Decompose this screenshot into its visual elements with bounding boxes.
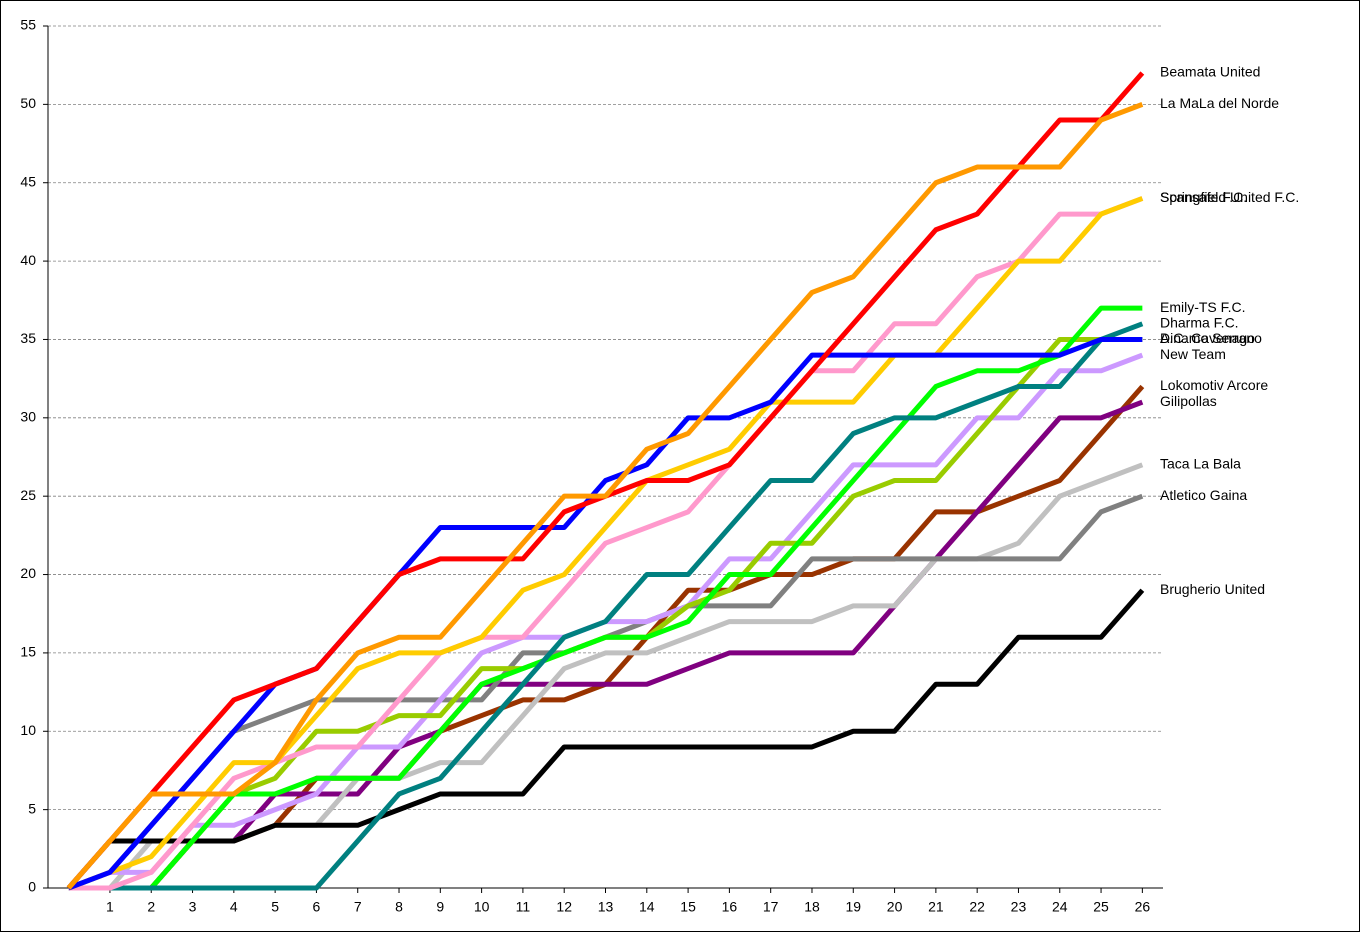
legend-label: Gilipollas bbox=[1160, 393, 1217, 409]
x-tick-label: 18 bbox=[804, 899, 820, 915]
series-line bbox=[66, 102, 1144, 890]
legend-label: Dinamo Serrano bbox=[1160, 330, 1262, 346]
x-tick-label: 4 bbox=[230, 899, 238, 915]
x-tick-label: 17 bbox=[763, 899, 779, 915]
legend-label: Beamata United bbox=[1160, 64, 1260, 80]
x-tick-label: 26 bbox=[1135, 899, 1151, 915]
x-tick-label: 22 bbox=[969, 899, 985, 915]
y-tick-label: 40 bbox=[20, 252, 36, 268]
x-tick-label: 10 bbox=[474, 899, 490, 915]
y-tick-label: 0 bbox=[28, 879, 36, 895]
series-line bbox=[68, 305, 1143, 891]
x-tick-label: 14 bbox=[639, 899, 655, 915]
series-line bbox=[68, 321, 1144, 891]
x-tick-label: 8 bbox=[395, 899, 403, 915]
y-tick-label: 20 bbox=[20, 565, 36, 581]
legend-label: Atletico Gaina bbox=[1160, 487, 1247, 503]
y-tick-label: 35 bbox=[20, 330, 36, 346]
legend-label: Brugherio United bbox=[1160, 581, 1265, 597]
x-tick-label: 15 bbox=[680, 899, 696, 915]
x-tick-label: 1 bbox=[106, 899, 114, 915]
y-tick-label: 10 bbox=[20, 722, 36, 738]
series-line bbox=[67, 196, 1144, 891]
legend-label: Dharma F.C. bbox=[1160, 314, 1239, 330]
x-tick-label: 16 bbox=[722, 899, 738, 915]
series-line bbox=[67, 336, 1143, 891]
x-tick-label: 7 bbox=[354, 899, 362, 915]
x-tick-label: 12 bbox=[556, 899, 572, 915]
legend-label: Lokomotiv Arcore bbox=[1160, 377, 1268, 393]
series-line bbox=[66, 588, 1145, 890]
y-tick-label: 15 bbox=[20, 644, 36, 660]
legend-label: Springfield United F.C. bbox=[1160, 189, 1299, 205]
y-tick-label: 25 bbox=[20, 487, 36, 503]
y-tick-label: 30 bbox=[20, 409, 36, 425]
x-tick-label: 24 bbox=[1052, 899, 1068, 915]
x-tick-label: 21 bbox=[928, 899, 944, 915]
series-line bbox=[68, 196, 1144, 891]
x-tick-label: 19 bbox=[845, 899, 861, 915]
legend-label: La MaLa del Norde bbox=[1160, 95, 1279, 111]
y-tick-label: 50 bbox=[20, 95, 36, 111]
x-tick-label: 25 bbox=[1093, 899, 1109, 915]
series-line bbox=[68, 399, 1144, 891]
legend-label: Scansafe F.C. bbox=[1160, 189, 1247, 205]
x-tick-label: 20 bbox=[887, 899, 903, 915]
y-tick-label: 45 bbox=[20, 173, 36, 189]
x-tick-label: 3 bbox=[189, 899, 197, 915]
x-tick-label: 6 bbox=[313, 899, 321, 915]
x-tick-label: 11 bbox=[516, 899, 531, 915]
y-tick-label: 55 bbox=[20, 17, 36, 33]
x-tick-label: 9 bbox=[436, 899, 444, 915]
x-tick-label: 5 bbox=[271, 899, 279, 915]
legend-label: New Team bbox=[1160, 346, 1226, 362]
x-tick-label: 23 bbox=[1011, 899, 1027, 915]
legend-label: Taca La Bala bbox=[1160, 456, 1241, 472]
y-tick-label: 5 bbox=[28, 800, 36, 816]
x-tick-label: 2 bbox=[147, 899, 155, 915]
legend-label: A.C. Cavenago bbox=[1160, 330, 1255, 346]
x-tick-label: 13 bbox=[598, 899, 614, 915]
legend-label: Emily-TS F.C. bbox=[1160, 299, 1246, 315]
